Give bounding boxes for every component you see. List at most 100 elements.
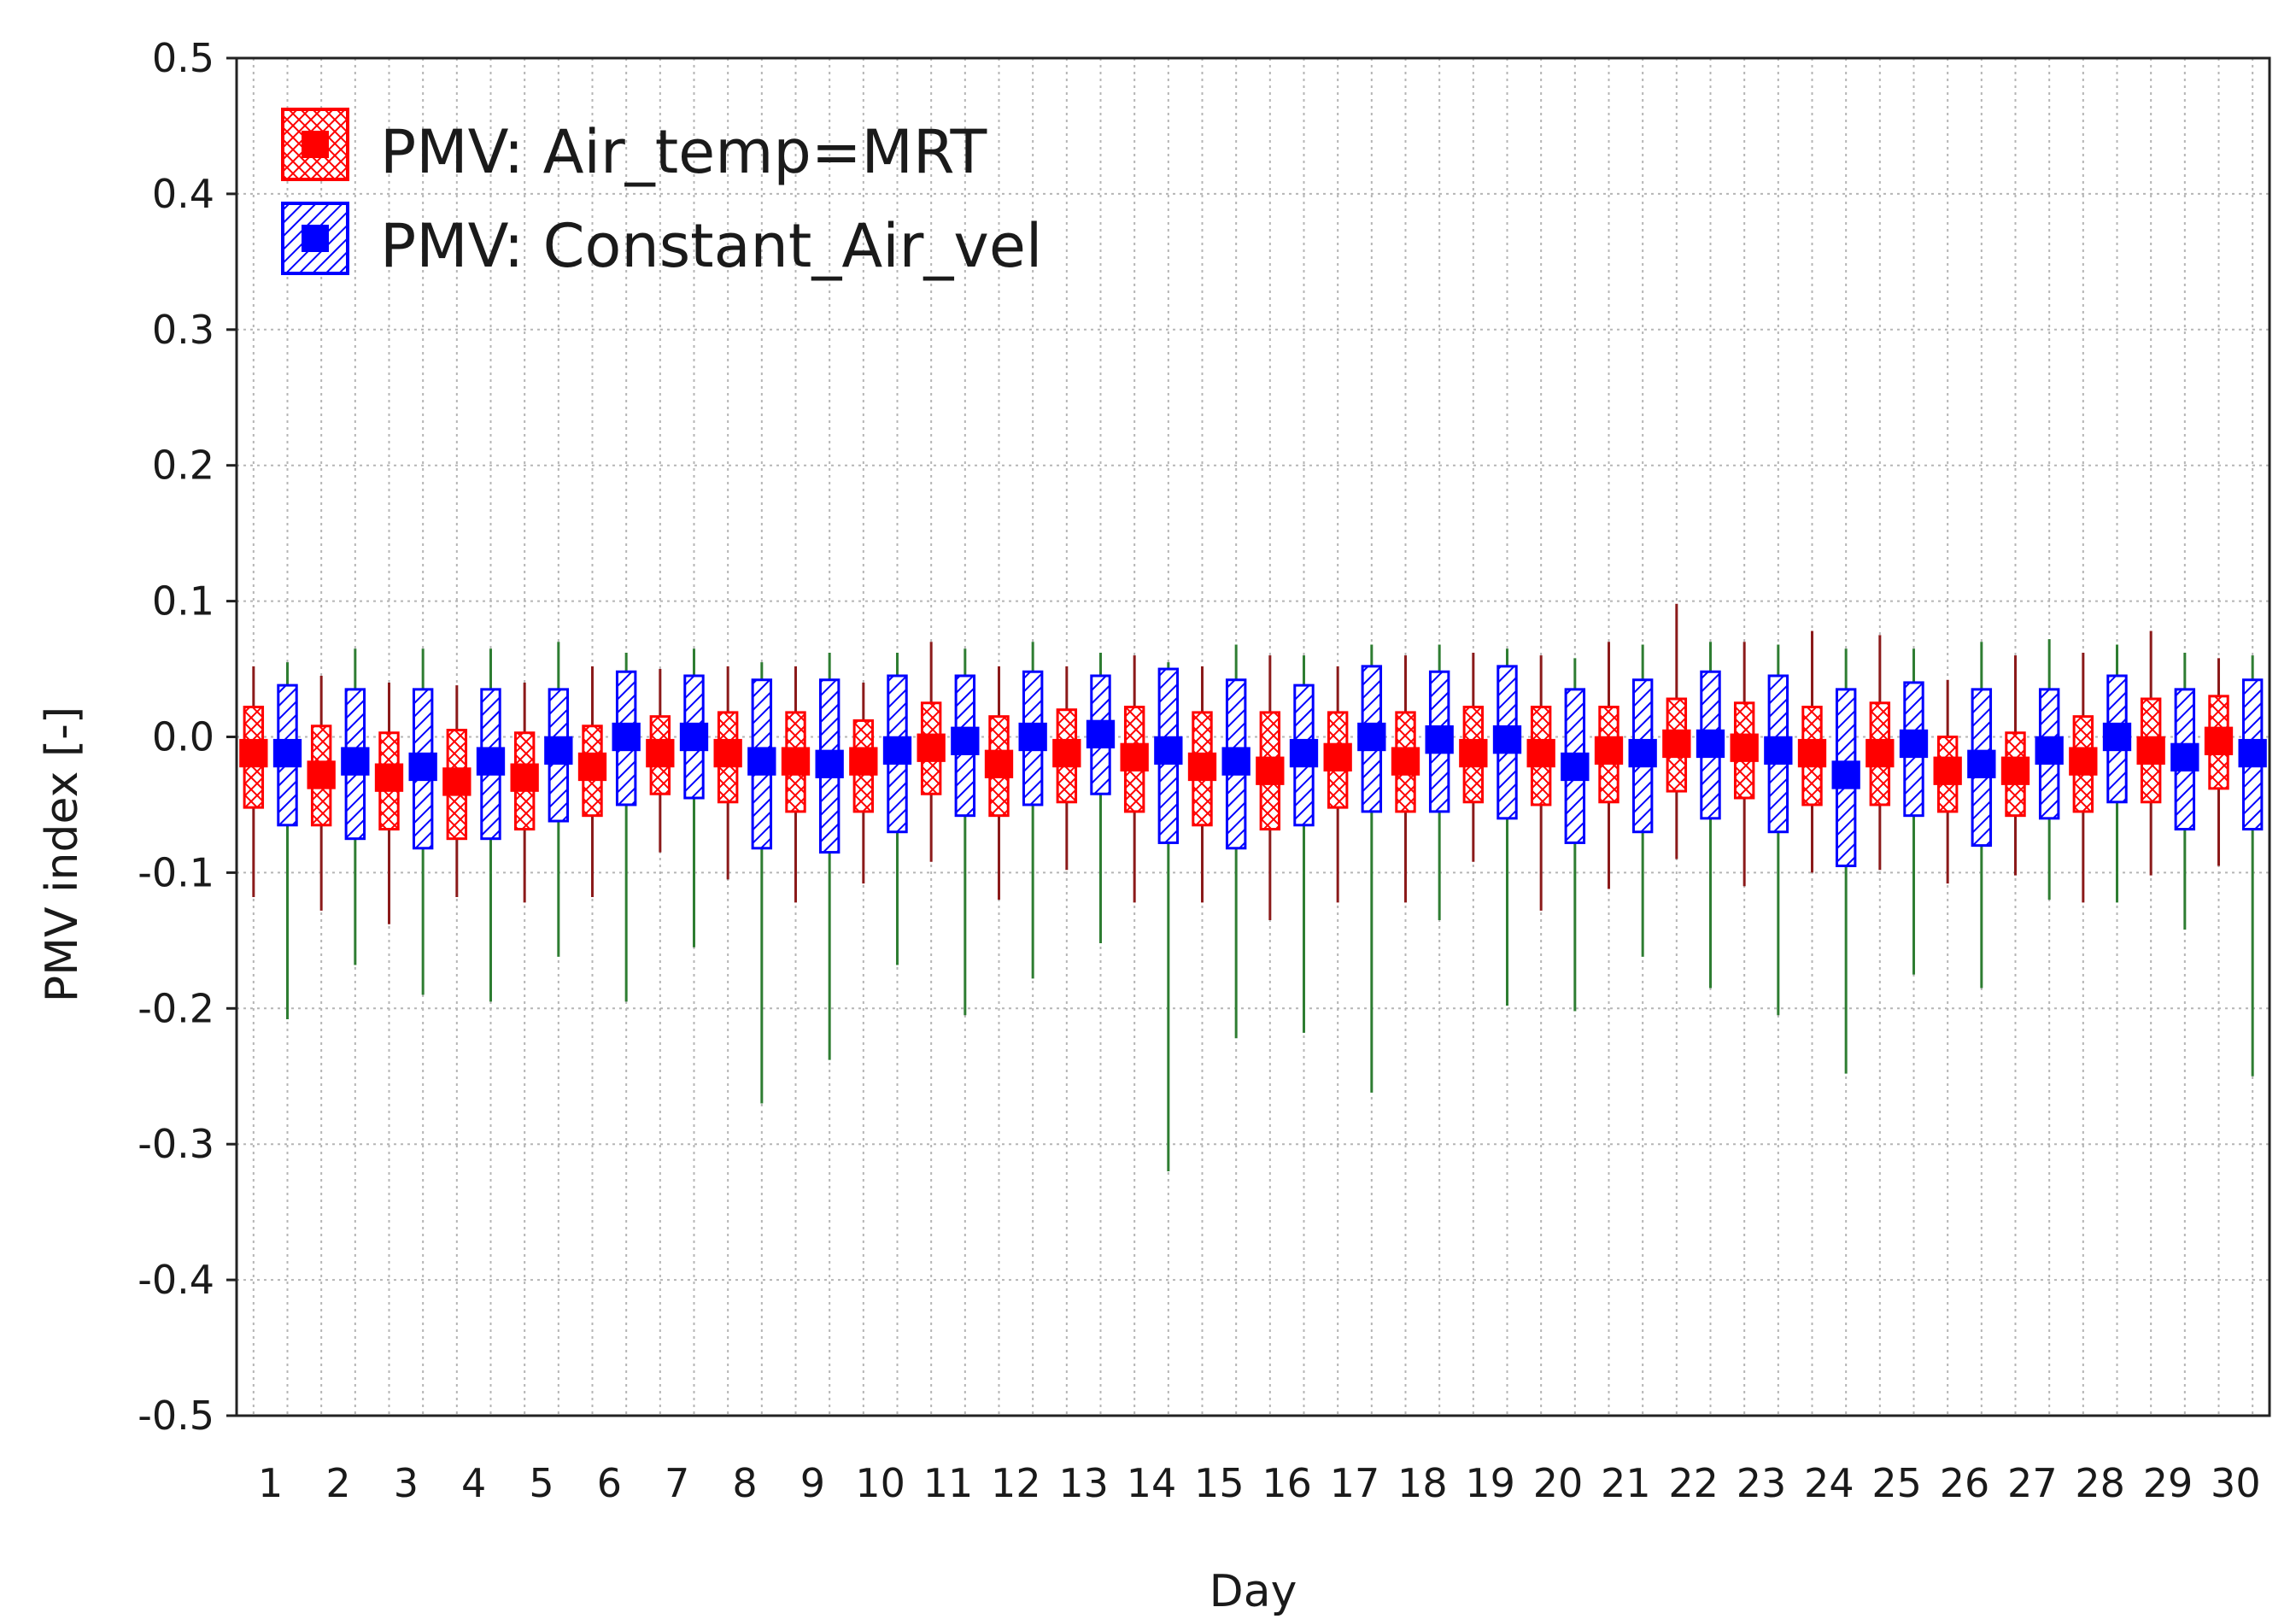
x-tick-label: 5 bbox=[529, 1460, 554, 1506]
x-tick-label: 11 bbox=[923, 1460, 974, 1506]
box-item bbox=[2238, 655, 2267, 1076]
y-tick-label: -0.3 bbox=[138, 1121, 214, 1167]
x-tick-label: 16 bbox=[1262, 1460, 1312, 1506]
box-item bbox=[1323, 666, 1352, 903]
box-item bbox=[544, 642, 573, 957]
box-item bbox=[307, 675, 336, 911]
median-marker bbox=[1866, 738, 1895, 768]
x-tick-label: 29 bbox=[2143, 1460, 2194, 1506]
box-item bbox=[1391, 655, 1420, 903]
box-item bbox=[1662, 603, 1691, 859]
box-item bbox=[442, 685, 472, 898]
median-marker bbox=[1899, 729, 1929, 759]
box-item bbox=[2035, 639, 2064, 900]
box-item bbox=[1561, 658, 1590, 1012]
median-marker bbox=[679, 722, 709, 752]
box-item bbox=[1594, 642, 1624, 889]
box-item bbox=[476, 648, 506, 1002]
box-item bbox=[510, 682, 539, 903]
x-tick-label: 23 bbox=[1737, 1460, 1787, 1506]
median-marker bbox=[2204, 726, 2234, 755]
box-item bbox=[272, 662, 302, 1020]
box-item bbox=[951, 648, 980, 1016]
median-marker bbox=[781, 747, 811, 776]
median-marker bbox=[2102, 722, 2132, 752]
x-tick-label: 12 bbox=[991, 1460, 1041, 1506]
y-tick-label: 0.4 bbox=[152, 171, 214, 217]
box-item bbox=[341, 648, 370, 965]
box-item bbox=[1357, 644, 1386, 1093]
x-tick-label: 20 bbox=[1533, 1460, 1584, 1506]
median-marker bbox=[1730, 733, 1759, 762]
box-item bbox=[1221, 644, 1250, 1039]
median-marker bbox=[1086, 719, 1116, 748]
box-item bbox=[1086, 652, 1116, 944]
median-marker bbox=[713, 738, 742, 768]
median-marker bbox=[1933, 756, 1962, 785]
box-item bbox=[1425, 644, 1454, 921]
median-marker bbox=[747, 747, 776, 776]
x-tick-label: 24 bbox=[1804, 1460, 1854, 1506]
box-item bbox=[1526, 655, 1555, 911]
median-marker bbox=[577, 752, 607, 782]
box-item bbox=[1628, 644, 1657, 957]
box-item bbox=[984, 666, 1014, 900]
x-tick-label: 3 bbox=[394, 1460, 419, 1506]
box-item bbox=[1831, 648, 1860, 1074]
median-marker bbox=[1391, 747, 1420, 776]
median-marker bbox=[2000, 756, 2030, 785]
box-item bbox=[2136, 631, 2165, 876]
box-item bbox=[2102, 644, 2132, 903]
box-item bbox=[374, 682, 404, 924]
median-marker bbox=[341, 747, 370, 776]
box-item bbox=[1696, 642, 1725, 988]
median-marker bbox=[374, 763, 404, 792]
median-marker bbox=[917, 733, 946, 762]
legend-marker-constant-air-vel bbox=[302, 225, 329, 252]
box-item bbox=[1018, 642, 1047, 979]
box-item bbox=[1866, 635, 1895, 871]
median-marker bbox=[1323, 742, 1352, 771]
legend-label-air-temp-mrt: PMV: Air_temp=MRT bbox=[380, 117, 987, 187]
box-item bbox=[2000, 655, 2030, 876]
box-item bbox=[1120, 655, 1149, 903]
median-marker bbox=[1797, 738, 1827, 768]
y-tick-label: 0.2 bbox=[152, 443, 214, 489]
x-tick-label: 30 bbox=[2211, 1460, 2261, 1506]
box-item bbox=[849, 682, 878, 884]
x-tick-label: 22 bbox=[1668, 1460, 1719, 1506]
x-tick-label: 1 bbox=[258, 1460, 283, 1506]
median-marker bbox=[1256, 756, 1285, 785]
median-marker bbox=[1662, 729, 1691, 759]
x-tick-label: 17 bbox=[1330, 1460, 1380, 1506]
y-tick-label: -0.4 bbox=[138, 1257, 214, 1303]
box-item bbox=[917, 642, 946, 862]
box-item bbox=[1492, 648, 1522, 1006]
median-marker bbox=[408, 752, 437, 782]
x-tick-label: 6 bbox=[597, 1460, 622, 1506]
box-item bbox=[612, 652, 641, 1002]
box-item bbox=[713, 666, 742, 880]
legend-label-constant-air-vel: PMV: Constant_Air_vel bbox=[380, 211, 1042, 281]
y-axis-ticks: 0.5 0.4 0.3 0.2 0.1 0.0 -0.1 -0.2 -0.3 -0.4 -0.5 bbox=[138, 35, 237, 1439]
median-marker bbox=[1526, 738, 1555, 768]
median-marker bbox=[442, 767, 472, 796]
median-marker bbox=[1221, 747, 1250, 776]
series-air-temp-mrt bbox=[239, 603, 2234, 924]
median-marker bbox=[2238, 738, 2267, 768]
median-marker bbox=[646, 738, 675, 768]
y-tick-label: -0.1 bbox=[138, 849, 214, 895]
box-item bbox=[408, 648, 437, 995]
median-marker bbox=[882, 736, 912, 766]
median-marker bbox=[951, 726, 980, 755]
box-item bbox=[1289, 655, 1319, 1033]
x-tick-label: 28 bbox=[2075, 1460, 2125, 1506]
x-tick-label: 2 bbox=[325, 1460, 350, 1506]
box-item bbox=[1933, 679, 1962, 884]
box-item bbox=[781, 666, 811, 903]
median-marker bbox=[1154, 736, 1183, 766]
x-tick-label: 25 bbox=[1871, 1460, 1922, 1506]
median-marker bbox=[1967, 749, 1996, 778]
y-tick-label: 0.0 bbox=[152, 714, 214, 760]
